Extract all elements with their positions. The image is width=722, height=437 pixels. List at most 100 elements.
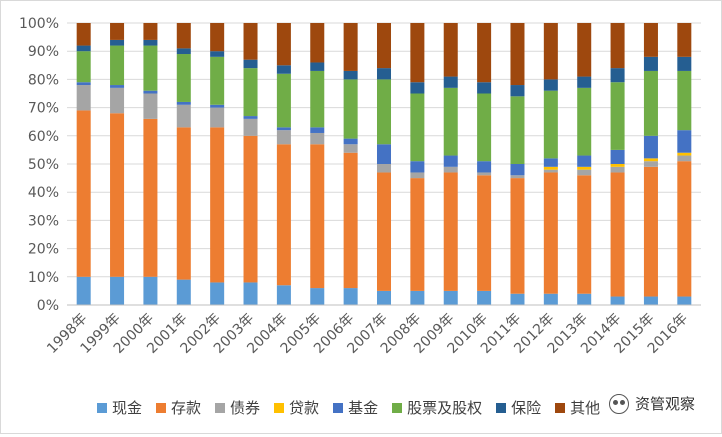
bar-segment — [76, 23, 91, 46]
bar-segment — [276, 130, 291, 145]
bar-segment — [677, 70, 692, 131]
bar-segment — [510, 164, 525, 176]
bar-segment — [610, 172, 625, 297]
bar-segment — [543, 79, 558, 91]
bar-segment — [577, 155, 592, 167]
bar-segment — [343, 288, 358, 305]
bar-segment — [410, 290, 425, 305]
bar-segment — [76, 45, 91, 52]
bar-segment — [510, 23, 525, 86]
bar-segment — [310, 127, 325, 133]
bar-segment — [110, 276, 125, 305]
bar-segment — [110, 23, 125, 40]
bar-segment — [343, 23, 358, 71]
bar-segment — [410, 161, 425, 173]
legend-item: 其他 — [555, 397, 600, 418]
bar-segment — [643, 161, 658, 167]
bar-segment — [143, 93, 158, 119]
bar-segment — [510, 293, 525, 305]
legend-item: 债券 — [215, 397, 260, 418]
bar-segment — [343, 79, 358, 139]
bar-segment — [477, 175, 492, 291]
legend-swatch — [555, 402, 566, 413]
bar-segment — [643, 23, 658, 57]
bar-segment — [343, 152, 358, 289]
bar-segment — [176, 279, 191, 305]
bar-segment — [210, 104, 225, 108]
bar-segment — [643, 158, 658, 162]
bar-segment — [443, 87, 458, 156]
bar-segment — [143, 45, 158, 91]
bar-segment — [176, 54, 191, 102]
bar-segment — [210, 107, 225, 128]
legend-swatch — [333, 402, 344, 413]
bar-segment — [76, 110, 91, 277]
bar-segment — [376, 164, 392, 173]
bar-segment — [610, 166, 625, 173]
bar-segment — [610, 68, 625, 83]
bar-segment — [410, 82, 425, 94]
bar-segment — [677, 152, 692, 156]
watermark: 资管观察 — [604, 391, 699, 416]
legend-swatch — [156, 402, 167, 413]
bar-segment — [610, 149, 625, 164]
bar-segment — [376, 23, 392, 69]
bar-segment — [143, 39, 158, 46]
bar-segment — [376, 172, 392, 291]
bar-segment — [610, 164, 625, 167]
watermark-text: 资管观察 — [634, 395, 695, 413]
bar-segment — [677, 23, 692, 57]
bar-segment — [110, 85, 125, 88]
bar-segment — [176, 127, 191, 280]
bar-segment — [243, 118, 258, 136]
bar-segment — [677, 130, 692, 153]
legend-swatch — [274, 402, 285, 413]
legend: 现金 存款 债券 贷款 基金 股票及股权 保险 其他 — [97, 397, 600, 418]
y-tick-label: 20% — [28, 242, 59, 258]
bar-segment — [610, 82, 625, 150]
bar-segment — [543, 169, 558, 173]
bar-segment — [477, 82, 492, 94]
bar-segment — [577, 23, 592, 77]
bar-segment — [510, 85, 525, 97]
bar-segment — [577, 175, 592, 294]
bar-segment — [610, 23, 625, 69]
bar-segment — [477, 172, 492, 176]
bar-segment — [243, 59, 258, 69]
bar-segment — [243, 68, 258, 117]
y-tick-label: 0% — [37, 298, 59, 314]
bar-segment — [477, 23, 492, 83]
bar-segment — [443, 290, 458, 305]
legend-label: 现金 — [112, 399, 143, 417]
legend-label: 保险 — [511, 399, 542, 417]
bar-segment — [243, 135, 258, 283]
bar-segment — [243, 116, 258, 119]
bar-segment — [376, 68, 392, 80]
bar-segment — [276, 73, 291, 128]
legend-item: 基金 — [333, 397, 378, 418]
bar-segment — [343, 70, 358, 80]
bar-segment — [310, 62, 325, 71]
bar-segment — [677, 155, 692, 162]
bar-segment — [210, 127, 225, 283]
legend-label: 贷款 — [289, 399, 320, 417]
bar-segment — [143, 276, 158, 305]
bar-segment — [543, 158, 558, 167]
y-tick-label: 40% — [28, 185, 59, 201]
bar-segment — [210, 23, 225, 52]
bar-segment — [543, 90, 558, 159]
bar-segment — [176, 48, 191, 55]
bar-segment — [276, 65, 291, 74]
wechat-icon — [608, 393, 629, 414]
bar-segment — [376, 290, 392, 305]
legend-item: 股票及股权 — [392, 397, 482, 418]
bar-segment — [577, 87, 592, 156]
legend-swatch — [215, 402, 226, 413]
bar-segment — [76, 276, 91, 305]
bar-segment — [643, 135, 658, 159]
bar-segment — [310, 23, 325, 63]
bar-segment — [677, 56, 692, 71]
bar-segment — [643, 166, 658, 297]
y-tick-label: 70% — [28, 101, 59, 117]
